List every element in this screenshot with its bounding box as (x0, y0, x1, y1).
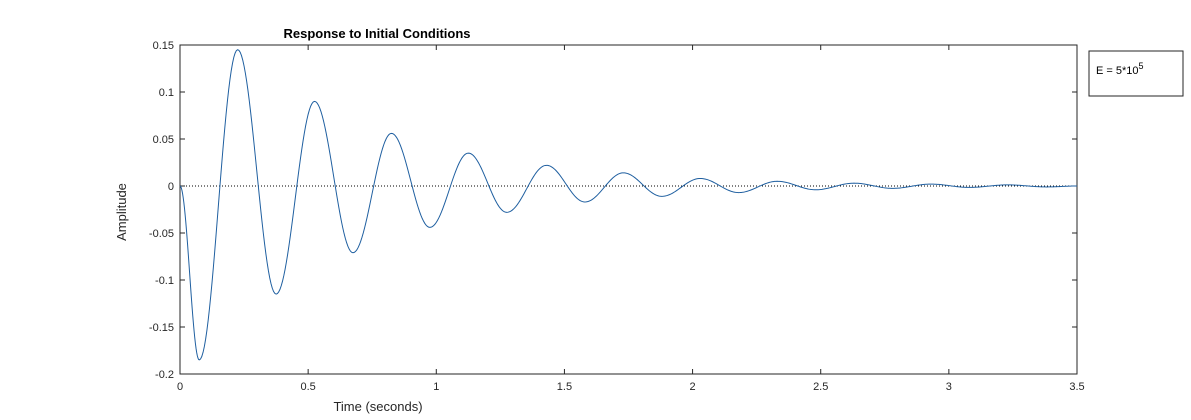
x-tick-label: 0.5 (300, 381, 315, 393)
x-axis-label: Time (seconds) (333, 399, 422, 414)
y-tick-label: 0.05 (153, 134, 174, 146)
x-tick-label: 3 (946, 381, 952, 393)
y-tick-label: -0.05 (149, 228, 174, 240)
y-tick-label: -0.2 (155, 369, 174, 381)
legend-entry-base: E = 5*10 (1096, 65, 1139, 77)
x-tick-label: 3.5 (1069, 381, 1084, 393)
legend-entry: E = 5*105 (1096, 61, 1144, 77)
chart-title: Response to Initial Conditions (283, 26, 470, 41)
y-tick-label: 0 (168, 181, 174, 193)
x-tick-label: 2.5 (813, 381, 828, 393)
legend: E = 5*105 (1088, 50, 1184, 97)
plot-area: 0 0.5 1 1.5 2 2.5 3 3.5 -0.2 -0.15 -0.1 -0.05 0 0.05 0… (149, 40, 1085, 393)
y-tick-label: -0.15 (149, 322, 174, 334)
series-line (179, 49, 1077, 361)
y-tick-label: 0.1 (159, 87, 174, 99)
y-tick-label: -0.1 (155, 275, 174, 287)
x-tick-label: 0 (177, 381, 183, 393)
legend-entry-exponent: 5 (1139, 61, 1144, 71)
y-axis-label: Amplitude (114, 183, 129, 241)
x-tick-label: 1.5 (557, 381, 572, 393)
x-tick-label: 2 (690, 381, 696, 393)
axes-box (179, 44, 1078, 375)
y-tick-label: 0.15 (153, 40, 174, 52)
legend-box (1088, 50, 1184, 97)
x-tick-label: 1 (433, 381, 439, 393)
